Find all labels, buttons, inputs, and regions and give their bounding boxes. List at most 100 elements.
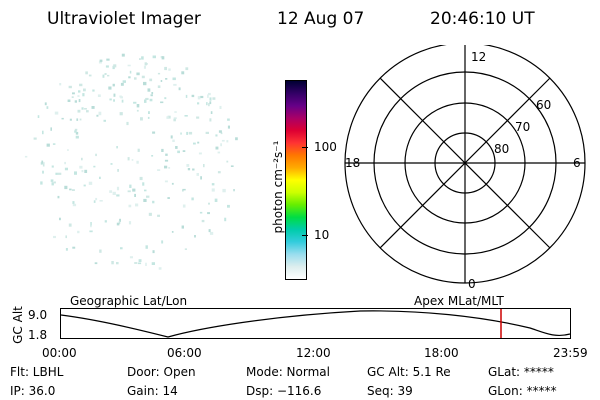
uv-speckle: [74, 100, 77, 103]
uv-speckle: [111, 261, 114, 265]
uv-speckle: [116, 222, 120, 226]
uv-speckle: [182, 150, 186, 152]
uv-speckle: [173, 83, 177, 86]
uv-speckle: [83, 184, 86, 187]
uv-speckle: [200, 176, 202, 180]
uv-speckle: [207, 212, 210, 215]
uv-speckle: [173, 118, 176, 122]
uv-speckle: [98, 61, 102, 64]
info-mode: Mode: Normal: [246, 365, 330, 379]
lat-label-70: 70: [515, 120, 530, 134]
uv-speckle: [191, 94, 195, 98]
uv-speckle: [67, 99, 71, 102]
timeline-tick-0600: 06:00: [167, 346, 202, 360]
uv-speckle: [227, 125, 230, 129]
uv-speckle: [148, 111, 150, 114]
timeline-tick-1800: 18:00: [424, 346, 459, 360]
uv-speckle: [86, 110, 89, 113]
uv-speckle: [99, 176, 101, 179]
info-seq: Seq: 39: [367, 384, 413, 398]
uv-speckle: [42, 170, 44, 174]
uv-speckle: [150, 94, 153, 97]
uv-speckle: [157, 85, 161, 88]
uv-speckle: [193, 142, 196, 145]
uv-speckle: [74, 128, 78, 131]
uv-speckle: [196, 116, 200, 119]
uv-speckle: [142, 182, 145, 186]
uv-speckle: [147, 88, 151, 92]
uv-speckle: [65, 248, 68, 251]
uv-speckle: [122, 80, 126, 83]
uv-speckle: [75, 131, 79, 135]
uv-speckle: [95, 197, 98, 201]
uv-speckle: [42, 163, 45, 167]
uv-speckle: [55, 172, 58, 175]
uv-speckle: [167, 197, 170, 199]
uv-speckle: [113, 93, 116, 97]
uv-speckle: [161, 148, 164, 152]
uv-speckle: [227, 118, 230, 121]
uv-speckle: [181, 225, 184, 229]
uv-speckle: [135, 203, 139, 207]
timeline-axis-label: GC Alt: [11, 306, 25, 344]
info-door: Door: Open: [127, 365, 196, 379]
uv-speckle: [210, 111, 213, 114]
uv-speckle: [198, 152, 202, 155]
uv-speckle: [158, 267, 162, 270]
uv-speckle: [42, 130, 44, 135]
uv-speckle: [72, 201, 75, 204]
timeline-tick-2359: 23:59: [553, 346, 588, 360]
uv-speckle: [77, 230, 80, 234]
uv-speckle: [136, 72, 140, 76]
uv-speckle: [71, 189, 75, 191]
uv-speckle: [133, 101, 137, 104]
uv-speckle: [152, 131, 156, 134]
uv-speckle: [81, 157, 83, 161]
uv-speckle: [134, 193, 136, 197]
uv-speckle: [166, 116, 169, 119]
uv-speckle: [191, 197, 194, 201]
uv-speckle: [209, 101, 212, 105]
uv-speckle: [102, 74, 105, 78]
mlt-label-6: 6: [573, 156, 581, 170]
uv-speckle: [61, 117, 64, 120]
uv-speckle: [95, 153, 97, 157]
uv-speckle: [117, 169, 119, 172]
uv-speckle: [71, 96, 74, 98]
uv-speckle: [164, 66, 167, 71]
info-gc-alt: GC Alt: 5.1 Re: [367, 365, 451, 379]
uv-speckle: [50, 127, 52, 131]
uv-speckle: [88, 74, 92, 77]
uv-speckle: [64, 167, 68, 171]
colorbar-tick-100: [302, 147, 308, 148]
timeline-y-top: 9.0: [28, 308, 48, 322]
uv-speckle: [46, 143, 50, 147]
uv-speckle: [144, 99, 147, 103]
colorbar-tick-label-100: 100: [314, 140, 337, 154]
timeline-frame: [60, 308, 571, 339]
uv-speckle: [141, 56, 144, 60]
uv-speckle: [57, 195, 60, 199]
uv-speckle: [209, 118, 212, 122]
uv-speckle: [112, 83, 115, 87]
uv-speckle: [108, 86, 112, 90]
uv-speckle: [227, 204, 230, 208]
uv-speckle: [120, 82, 124, 86]
uv-speckle: [178, 87, 181, 91]
timeline-tick-1200: 12:00: [296, 346, 331, 360]
uv-speckle: [149, 98, 153, 102]
uv-speckle: [74, 130, 77, 133]
uv-speckle: [40, 181, 43, 185]
uv-speckle: [67, 149, 69, 151]
uv-speckle: [42, 161, 45, 164]
uv-speckle: [94, 262, 98, 265]
uv-speckle: [174, 111, 177, 113]
uv-speckle: [172, 139, 175, 142]
uv-speckle: [136, 109, 139, 112]
info-filter: Flt: LBHL: [10, 365, 64, 379]
uv-speckle: [51, 182, 54, 186]
uv-speckle: [182, 188, 186, 191]
uv-speckle: [46, 106, 49, 109]
uv-speckle: [105, 65, 109, 68]
mlt-label-12: 12: [471, 50, 486, 64]
